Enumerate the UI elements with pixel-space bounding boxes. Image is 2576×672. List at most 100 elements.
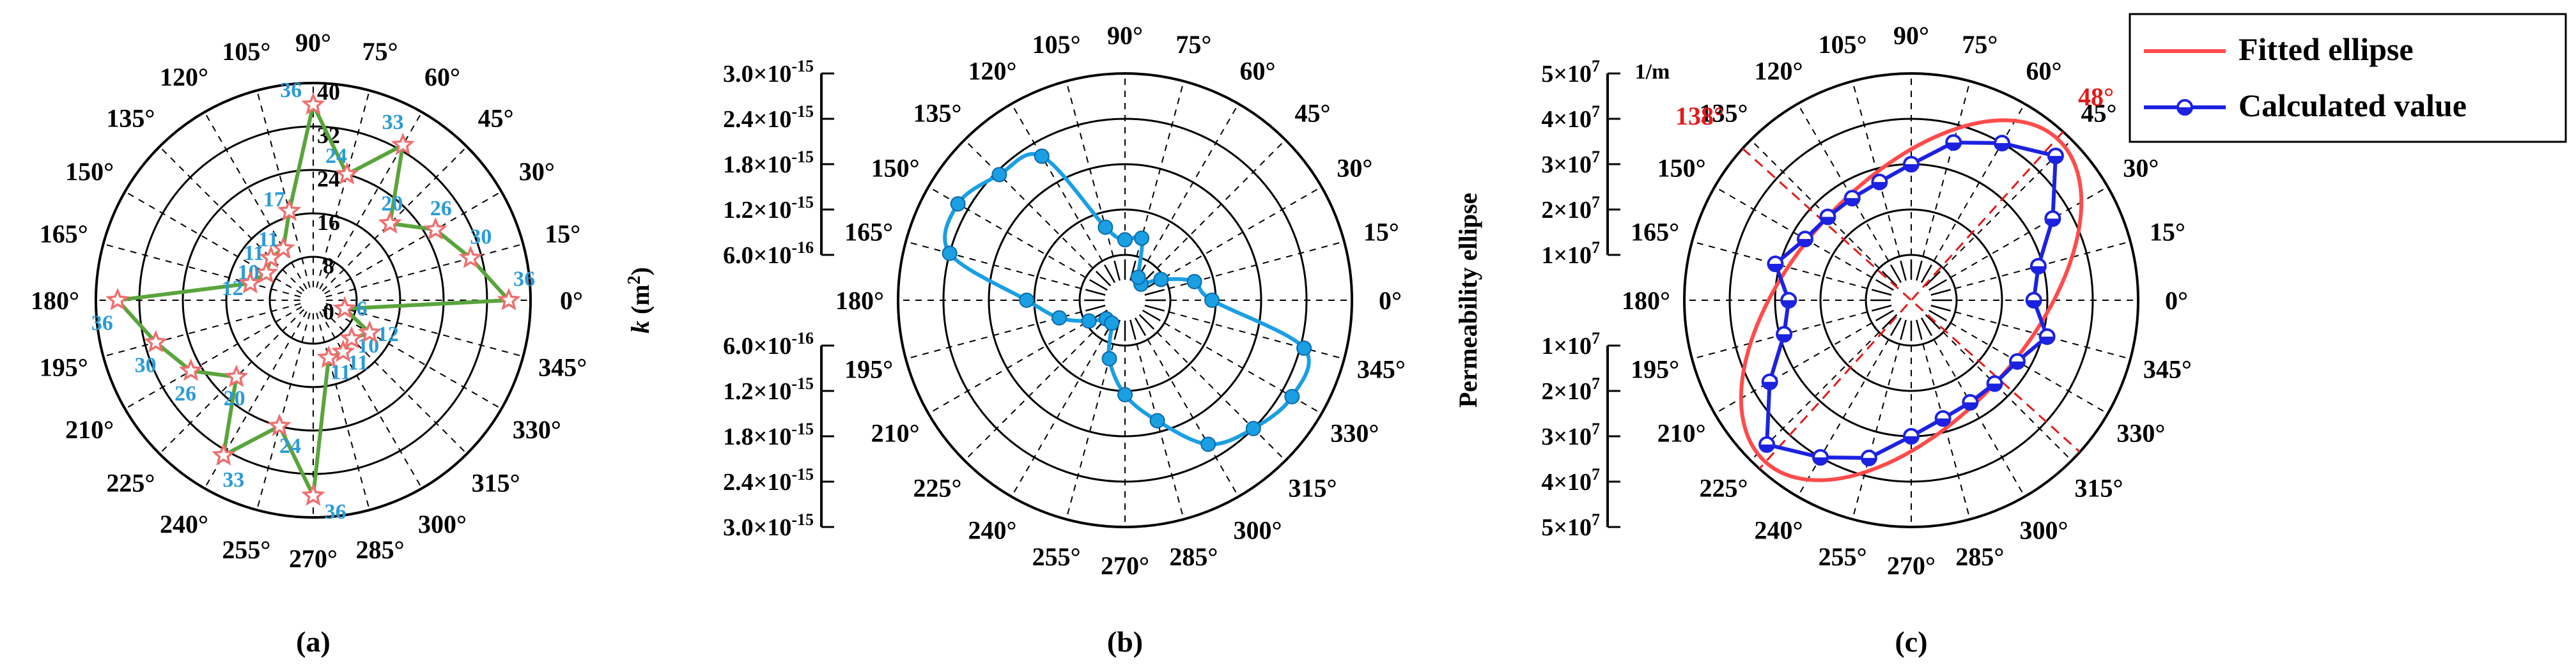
panel-c-inner-tick — [1881, 314, 1898, 330]
panel-a-angle-tick-label: 90° — [295, 28, 331, 57]
panel-c-angle-tick-label: 45° — [2081, 99, 2116, 128]
panel-b-radial-tick-label: 1.2×10-15 — [723, 193, 814, 224]
panel-a-data-label: 12 — [222, 277, 244, 300]
panel-a-data-point — [357, 320, 382, 343]
panel-c-data-point-fill — [1861, 457, 1876, 465]
panel-b-data-point — [1098, 219, 1113, 235]
panel-a-data-label: 24 — [325, 144, 347, 168]
panel-c-radial-tick-label: 4×107 — [1541, 102, 1600, 133]
panel-c-angle-tick-label: 105° — [1819, 30, 1867, 59]
panel-c-data-point-fill — [1760, 444, 1774, 452]
panel-c-angle-tick-label: 300° — [2020, 515, 2068, 544]
panel-a-data-label: 12 — [377, 323, 399, 346]
panel-a-grid-spoke — [325, 303, 524, 357]
panel-a-grid-spoke — [103, 303, 301, 357]
panel-a-angle-tick-label: 120° — [160, 63, 208, 91]
panel-c-angle-tick-label: 90° — [1893, 21, 1929, 50]
panel-c-legend-label-calculated: Calculated value — [2238, 88, 2467, 123]
panel-a-angle-tick-label: 15° — [545, 219, 580, 248]
panel-a-angle-tick-label: 195° — [40, 353, 88, 382]
panel-b-angle-tick-label: 180° — [835, 286, 884, 315]
panel-a-grid-spoke — [159, 146, 305, 292]
panel-a-radial-tick-label: 0 — [323, 299, 334, 325]
panel-c-angle-tick-label: 285° — [1955, 542, 2004, 571]
panel-c-grid-spoke — [1933, 103, 2026, 262]
panel-a-data-point — [301, 483, 325, 506]
panel-c-grid-spoke — [1950, 322, 2108, 415]
panel-c-data-point-fill — [1904, 164, 1918, 171]
panel-a-grid-spoke — [322, 309, 468, 455]
panel-c-permeability-ellipse-chart: 1×107 1×107 2×107 2×107 3×107 3×107 4×107 4×107… — [1454, 13, 2567, 580]
panel-a-data-label: 33 — [222, 468, 244, 492]
panel-c-angle-tick-label: 195° — [1631, 355, 1679, 383]
panel-a-angle-tick-label: 270° — [289, 544, 338, 573]
panel-c-data-point-fill — [1904, 436, 1918, 443]
panel-a-data-point — [378, 211, 402, 234]
panel-c-angle-tick-label: 210° — [1657, 419, 1706, 448]
panel-b-inner-tick — [1085, 305, 1106, 312]
panel-c-angle-tick-label: 225° — [1700, 473, 1748, 502]
panel-a-data-point — [316, 345, 341, 369]
panel-a-angle-tick-label: 240° — [160, 510, 208, 538]
panel-a-angle-tick-label: 150° — [65, 157, 114, 186]
panel-a-grid-spoke — [125, 306, 302, 409]
panel-c-angle-tick-label: 75° — [1962, 30, 1998, 59]
panel-b-grid-spoke — [928, 322, 1087, 415]
panel-b-radial-tick-label: 1.8×10-15 — [723, 148, 814, 178]
panel-b-angle-tick-label: 255° — [1032, 542, 1081, 571]
panel-c-data-point-fill — [1813, 457, 1827, 464]
panel-c-inner-tick — [1928, 279, 1947, 291]
panel-b-radial-tick-label: 3.0×10-15 — [723, 57, 814, 88]
panel-b-data-point — [1019, 293, 1035, 308]
panel-b-grid-spoke — [1156, 332, 1286, 461]
panel-a-data-label: 6 — [357, 297, 368, 321]
panel-a-data-point — [423, 217, 448, 240]
panel-a-data-point — [339, 326, 364, 349]
panel-b-angle-tick-label: 270° — [1101, 551, 1149, 580]
panel-b-data-point — [1134, 230, 1150, 246]
panel-c-inner-tick — [1916, 260, 1923, 281]
panel-a-data-point — [212, 443, 236, 466]
panel-c-data-point-fill — [1872, 181, 1887, 189]
panel-c-angle-tick-label: 30° — [2123, 154, 2159, 183]
panel-b-data-point — [1153, 271, 1169, 287]
panel-c-legend-box — [2129, 13, 2567, 143]
panel-a-angle-tick-label: 345° — [538, 353, 587, 382]
panel-a-data-point — [335, 162, 359, 185]
panel-b-grid-spoke — [1163, 186, 1322, 279]
panel-b-data-point — [1117, 386, 1133, 402]
panel-c-angle-tick-label: 165° — [1631, 218, 1679, 247]
panel-b-angle-tick-label: 240° — [968, 515, 1017, 544]
panel-c-data-point-fill — [1777, 334, 1792, 342]
panel-b-grid-spoke — [1011, 339, 1103, 497]
panel-a-data-label: 36 — [513, 267, 535, 291]
panel-c-inner-tick — [1871, 289, 1892, 296]
panel-c-angle-tick-label: 15° — [2150, 218, 2185, 247]
panel-c-angle-tick-label: 180° — [1622, 286, 1670, 315]
panel-c-radial-tick-label: 1×107 — [1541, 329, 1600, 360]
panel-b-data-point — [1051, 310, 1067, 326]
panel-b-inner-tick — [1129, 319, 1137, 340]
panel-c-unit-label: 1/m — [1635, 60, 1670, 84]
panel-c-radial-tick-label: 5×107 — [1541, 510, 1600, 541]
panel-a-angle-tick-label: 60° — [424, 63, 460, 91]
panel-c-radial-tick-label: 2×107 — [1541, 374, 1600, 405]
panel-c-legend-marker-fill — [2178, 107, 2192, 114]
panel-a-angle-tick-label: 315° — [472, 469, 520, 498]
panel-b-angle-tick-label: 135° — [913, 99, 962, 128]
panel-a-data-label: 17 — [263, 188, 285, 211]
panel-a-data-label: 36 — [280, 79, 302, 102]
panel-a-grid-spoke — [319, 311, 423, 489]
panel-a-angle-tick-label: 255° — [222, 535, 270, 564]
panel-a-data-point — [224, 364, 249, 387]
panel-c-angle-tick-label: 315° — [2074, 473, 2123, 502]
panel-b-inner-tick — [1144, 305, 1165, 312]
panel-b-polar-chart: 6.0×10-16 6.0×10-16 1.2×10-15 1.2×10-15 1.8×… — [625, 21, 1406, 580]
panel-b-grid-spoke — [1011, 103, 1103, 262]
panel-c-radial-tick-label: 4×107 — [1541, 465, 1600, 496]
panel-b-data-point — [1186, 273, 1202, 289]
panel-a-angle-tick-label: 45° — [478, 103, 514, 132]
panel-a-data-label: 30 — [470, 225, 492, 248]
panel-b-inner-tick — [1085, 289, 1106, 296]
panel-a-grid-ring — [182, 169, 445, 432]
